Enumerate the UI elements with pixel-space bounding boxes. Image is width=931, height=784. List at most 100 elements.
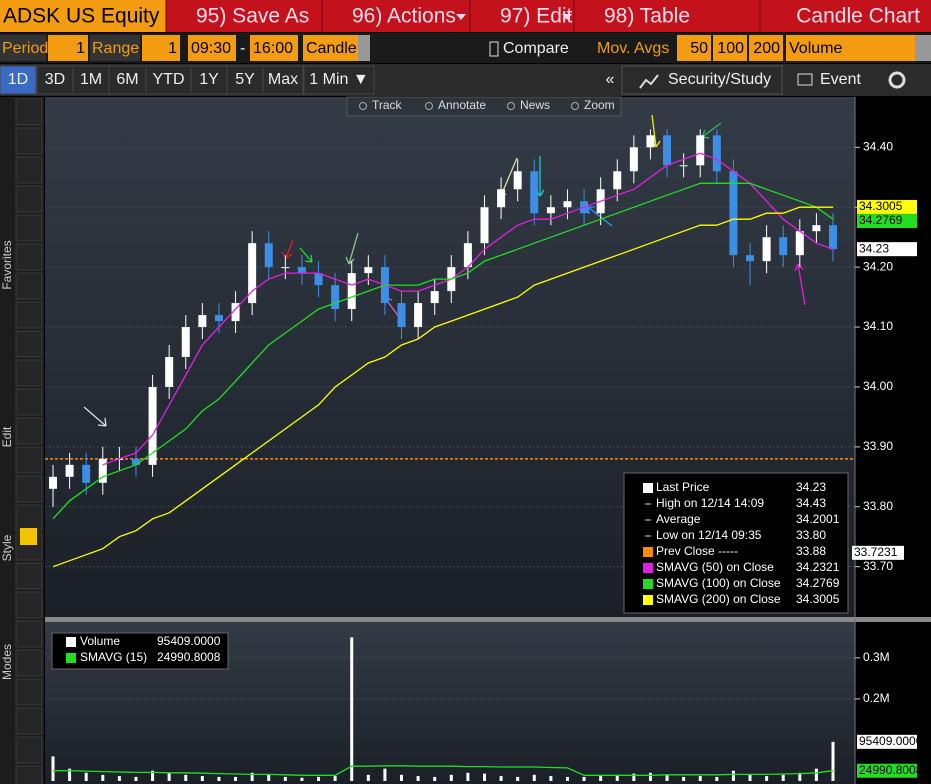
range-label[interactable]: 1D <box>8 71 28 88</box>
right-button[interactable]: Security/Study <box>668 71 771 88</box>
legend-label: High on 12/14 14:09 <box>656 496 764 510</box>
field[interactable] <box>303 35 358 61</box>
range-label[interactable]: 3D <box>45 71 65 88</box>
field-value[interactable]: 1 <box>76 40 85 57</box>
range-label[interactable]: Max <box>268 71 298 88</box>
candle-body <box>746 255 755 262</box>
dropdown[interactable] <box>915 35 931 61</box>
field-value[interactable]: 16:00 <box>253 40 293 57</box>
range-label[interactable]: 5Y <box>235 71 255 88</box>
tool-button[interactable] <box>15 127 43 155</box>
range-button[interactable] <box>108 65 147 95</box>
tool-button[interactable] <box>15 359 43 387</box>
menu-item[interactable]: 96) Actions <box>352 5 456 28</box>
side-label: Favorites <box>0 240 14 289</box>
y-tick-label: 33.70 <box>863 559 893 573</box>
tool-button[interactable] <box>15 98 43 126</box>
tool-button[interactable] <box>15 591 43 619</box>
volume-bar <box>134 776 138 781</box>
tool-button[interactable] <box>15 330 43 358</box>
security-box[interactable] <box>0 0 166 32</box>
side-label: Modes <box>0 644 14 680</box>
event-icon <box>797 73 813 86</box>
tool-button[interactable] <box>15 765 43 784</box>
field-value[interactable]: 1 <box>168 40 177 57</box>
field[interactable] <box>677 35 711 61</box>
tool-button[interactable] <box>15 272 43 300</box>
tool-button[interactable] <box>15 649 43 677</box>
field-value[interactable]: 200 <box>753 40 780 57</box>
range-button[interactable] <box>190 65 228 95</box>
tool-button[interactable] <box>15 678 43 706</box>
tool-button[interactable] <box>15 243 43 271</box>
tool-button[interactable] <box>15 562 43 590</box>
tool-button[interactable] <box>15 185 43 213</box>
security[interactable]: ADSK US Equity <box>3 5 160 28</box>
tool-button[interactable] <box>15 707 43 735</box>
legend-value: 95409.0000 <box>157 634 221 648</box>
range-button[interactable] <box>72 65 110 95</box>
tool-button[interactable] <box>15 504 43 532</box>
range-button[interactable] <box>145 65 192 95</box>
y-tick-label: 34.00 <box>863 379 893 393</box>
tool-button[interactable] <box>15 446 43 474</box>
field[interactable] <box>142 35 180 61</box>
tool-button[interactable] <box>15 620 43 648</box>
tool[interactable]: Annotate <box>438 98 486 112</box>
tool[interactable]: Zoom <box>584 98 615 112</box>
field[interactable] <box>749 35 783 61</box>
legend-value: 34.43 <box>796 496 826 510</box>
field-value[interactable]: 09:30 <box>191 40 231 57</box>
tool[interactable]: Track <box>372 98 403 112</box>
field-value[interactable]: 100 <box>717 40 744 57</box>
tool-button[interactable] <box>15 736 43 764</box>
volume-bar <box>466 772 470 781</box>
range-label[interactable]: 1 Min ▼ <box>309 71 368 88</box>
field-value[interactable]: Candle <box>306 40 357 57</box>
menu-item[interactable]: 98) Table <box>604 5 690 28</box>
menu-item[interactable]: 97) Edit <box>500 5 573 28</box>
tool-button[interactable] <box>15 301 43 329</box>
candle-body <box>347 273 356 310</box>
field[interactable] <box>786 35 915 61</box>
volume-bar <box>333 776 337 781</box>
right-button[interactable]: Event <box>820 71 861 88</box>
tool-button[interactable] <box>15 156 43 184</box>
gear[interactable] <box>888 71 906 89</box>
volume-bar <box>715 776 719 781</box>
right-button[interactable]: « <box>606 71 615 88</box>
field[interactable] <box>48 35 88 61</box>
volume-bar <box>648 772 652 781</box>
range-button[interactable] <box>303 65 375 95</box>
range-button[interactable] <box>0 65 37 95</box>
label: Period <box>2 40 48 57</box>
volume-bar <box>51 756 55 781</box>
y-tick-label: 34.40 <box>863 139 893 153</box>
range-button[interactable] <box>226 65 264 95</box>
field-value[interactable]: 50 <box>690 40 708 57</box>
tool-button[interactable] <box>15 214 43 242</box>
range-label[interactable]: 6M <box>116 71 138 88</box>
range-label[interactable]: 1Y <box>199 71 219 88</box>
field[interactable] <box>713 35 747 61</box>
axis-tag-label: 24990.8008 <box>859 763 923 777</box>
menu-item[interactable]: 95) Save As <box>196 5 309 28</box>
tool-button[interactable] <box>15 475 43 503</box>
field[interactable] <box>250 35 298 61</box>
range-label[interactable]: YTD <box>153 71 185 88</box>
dropdown[interactable] <box>358 35 370 61</box>
volume-bar <box>217 776 221 781</box>
tool-button[interactable] <box>15 388 43 416</box>
chart-tools: Track Annotate News Zoom <box>359 98 615 112</box>
compare[interactable]: Compare <box>503 40 569 57</box>
tool-button[interactable] <box>15 417 43 445</box>
field-value[interactable]: Volume <box>789 40 842 57</box>
legend-label: SMAVG (15) <box>80 650 147 664</box>
legend-label: Volume <box>80 634 120 648</box>
range-button[interactable] <box>262 65 304 95</box>
tool-icon <box>359 102 367 110</box>
field[interactable] <box>188 35 236 61</box>
range-label[interactable]: 1M <box>80 71 102 88</box>
label: Range <box>92 40 139 57</box>
tool[interactable]: News <box>520 98 550 112</box>
